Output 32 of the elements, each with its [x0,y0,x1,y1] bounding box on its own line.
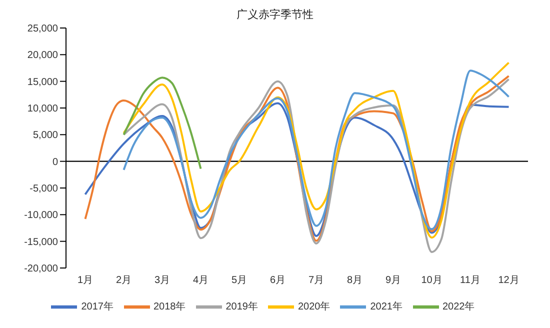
line-series [84,75,510,242]
x-tick-label: 10月 [421,275,442,286]
x-tick-label: 3月 [154,275,170,286]
y-tick-label: -15,000 [24,236,58,248]
legend-label: 2021年 [370,302,402,313]
x-tick-label: 1月 [77,275,94,286]
legend-label: 2017年 [81,302,114,313]
x-tick-label: 2月 [116,275,132,286]
x-tick-label: 12月 [498,275,520,286]
y-tick-label: -5,000 [30,184,58,194]
y-tick-label: 10,000 [27,104,58,114]
x-tick-label: 7月 [308,275,324,286]
line-series [122,76,202,170]
legend-label: 2019年 [226,302,258,313]
x-tick-label: 4月 [192,275,209,286]
legend-label: 2022年 [442,302,475,313]
x-tick-label: 5月 [231,275,248,286]
y-tick-label: 25,000 [27,24,58,34]
y-tick-label: 5,000 [32,130,58,142]
y-tick-label: 15,000 [27,76,58,88]
y-tick-label: 0 [52,156,58,168]
y-tick-label: -20,000 [24,264,58,274]
x-tick-label: 6月 [270,275,286,286]
chart-title: 广义赤字季节性 [236,8,314,22]
legend-label: 2018年 [154,302,186,313]
y-tick-label: 20,000 [27,50,58,62]
y-tick-label: -10,000 [24,210,58,222]
x-tick-label: 11月 [460,275,480,286]
x-tick-label: 9月 [385,275,402,286]
x-tick-label: 8月 [346,275,363,286]
line-series [122,78,510,253]
legend-label: 2020年 [298,302,330,313]
